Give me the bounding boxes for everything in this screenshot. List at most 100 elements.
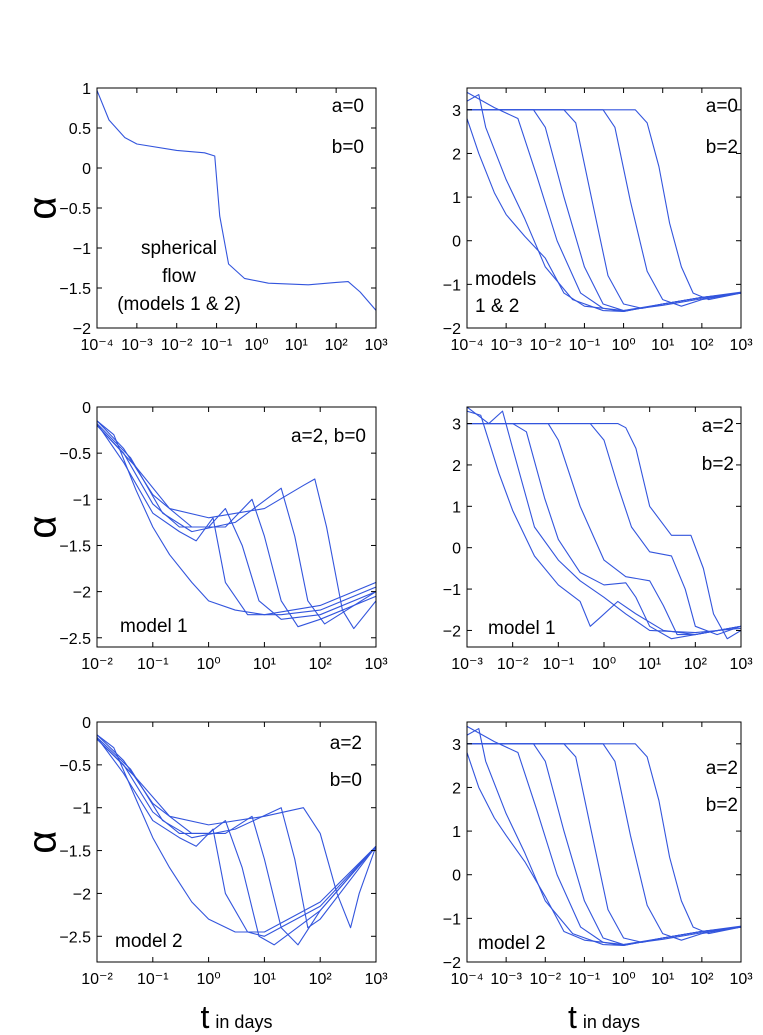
series-line-4 — [97, 420, 376, 628]
x-tick-label: 10⁻¹ — [569, 971, 601, 988]
y-tick-label: −1.5 — [59, 281, 91, 298]
y-tick-label: −1 — [73, 801, 91, 818]
series-line-1 — [97, 734, 376, 933]
x-tick-label: 10⁻¹ — [569, 337, 601, 354]
series-line-1 — [467, 752, 741, 946]
series-line-5 — [467, 743, 741, 943]
series-line-7 — [467, 743, 741, 935]
y-tick-label: −0.5 — [59, 758, 91, 775]
x-tick-label: 10⁻¹ — [201, 337, 233, 354]
x-tick-label: 10³ — [729, 971, 753, 988]
x-tick-label: 10⁻² — [81, 656, 113, 673]
series-line-6 — [467, 109, 741, 307]
panel-note: model 2 — [115, 931, 183, 952]
x-tick-label: 10² — [690, 971, 714, 988]
axes-box — [96, 406, 377, 648]
x-tick-label: 10² — [325, 337, 349, 354]
series-line-5 — [97, 737, 376, 929]
x-tick-label: 10⁻¹ — [543, 656, 575, 673]
x-tick-label: 10⁰ — [196, 656, 220, 673]
y-tick-label: 0 — [82, 161, 91, 178]
x-tick-label: 10³ — [729, 656, 753, 673]
series-line-1 — [467, 410, 741, 636]
param-label: a=0 — [332, 96, 364, 117]
series-line-1 — [467, 118, 741, 312]
x-tick-label: 10¹ — [651, 971, 674, 988]
x-tick-label: 10⁻¹ — [137, 971, 169, 988]
param-label: b=2 — [706, 137, 738, 158]
x-tick-label: 10⁰ — [592, 656, 616, 673]
series-line-2 — [97, 423, 376, 616]
series-line-3 — [97, 738, 376, 946]
axes-box — [96, 721, 377, 963]
x-tick-label: 10¹ — [253, 656, 276, 673]
y-tick-label: −2 — [443, 321, 461, 338]
y-tick-label: 2 — [452, 458, 461, 475]
y-tick-label: −1 — [443, 911, 461, 928]
x-tick-label: 10³ — [364, 656, 388, 673]
x-tick-label: 10¹ — [651, 337, 674, 354]
y-axis-label: α — [21, 830, 65, 853]
x-tick-label: 10⁻² — [497, 656, 529, 673]
param-label: a=2 — [330, 733, 362, 754]
y-tick-label: 1 — [452, 499, 461, 516]
param-label: b=0 — [332, 137, 364, 158]
series-group — [97, 734, 376, 946]
x-tick-label: 10⁻⁴ — [80, 337, 113, 354]
y-tick-label: −1 — [73, 492, 91, 509]
panel-note: 1 & 2 — [475, 296, 519, 317]
x-tick-label: 10⁻¹ — [137, 656, 169, 673]
x-tick-label: 10⁻² — [529, 337, 561, 354]
x-tick-label: 10⁰ — [196, 971, 220, 988]
y-tick-label: 3 — [452, 103, 461, 120]
y-tick-label: −1 — [73, 241, 91, 258]
series-line-6 — [97, 425, 376, 630]
panel-note: flow — [162, 266, 196, 287]
y-tick-label: 2 — [452, 146, 461, 163]
x-tick-label: 10⁻² — [81, 971, 113, 988]
series-group — [97, 420, 376, 630]
x-tick-label: 10¹ — [253, 971, 276, 988]
x-tick-label: 10⁻³ — [490, 971, 522, 988]
y-tick-label: −2 — [443, 623, 461, 640]
series-group — [467, 407, 741, 640]
series-line-1 — [97, 420, 376, 616]
y-tick-label: 0 — [452, 868, 461, 885]
param-label: b=2 — [702, 454, 734, 475]
x-tick-label: 10⁻⁴ — [450, 971, 483, 988]
panel-note: model 2 — [478, 933, 546, 954]
param-label: a=2 — [706, 758, 738, 779]
y-tick-label: 0 — [452, 541, 461, 558]
series-line-4 — [467, 423, 741, 636]
series-group — [467, 91, 741, 312]
x-axis-label: t in days — [201, 999, 273, 1035]
x-tick-label: 10⁰ — [611, 337, 635, 354]
y-tick-label: −2 — [73, 585, 91, 602]
y-tick-label: −2 — [73, 886, 91, 903]
x-tick-label: 10¹ — [285, 337, 308, 354]
series-line-4 — [467, 743, 741, 946]
param-label: a=2, b=0 — [291, 426, 366, 447]
x-tick-label: 10² — [309, 656, 333, 673]
x-tick-label: 10² — [684, 656, 708, 673]
panel-note: spherical — [141, 238, 217, 259]
y-tick-label: −2 — [73, 321, 91, 338]
y-tick-label: 1 — [82, 81, 91, 98]
y-tick-label: 3 — [452, 737, 461, 754]
x-tick-label: 10⁻² — [161, 337, 193, 354]
series-line-3 — [467, 725, 741, 946]
series-line-2 — [467, 728, 741, 946]
series-line-1 — [97, 90, 376, 311]
y-tick-label: 0 — [82, 400, 91, 417]
param-label: a=2 — [702, 416, 734, 437]
y-tick-label: −0.5 — [59, 446, 91, 463]
y-tick-label: 0 — [452, 234, 461, 251]
axes-box — [466, 87, 742, 329]
y-tick-label: 0.5 — [69, 121, 91, 138]
panel-note: (models 1 & 2) — [117, 294, 241, 315]
panel-2: 10⁻⁴ 10⁻³ 10⁻² 10⁻¹ 10⁰ 10¹ 10² 10³ 3 2 1 0 −1 −2 a=0 b… — [443, 87, 753, 354]
y-tick-label: −2.5 — [59, 929, 91, 946]
x-tick-label: 10³ — [364, 337, 388, 354]
x-axis-label: t in days — [568, 999, 640, 1035]
